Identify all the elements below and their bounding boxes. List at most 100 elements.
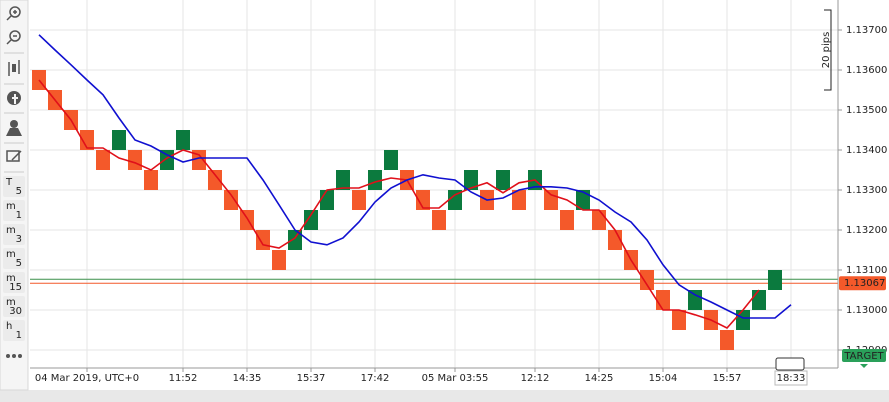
cursor-marker bbox=[775, 357, 805, 371]
zoom-out[interactable] bbox=[6, 30, 21, 45]
social-button[interactable] bbox=[7, 91, 21, 105]
brick bbox=[288, 230, 302, 250]
ruler bbox=[824, 9, 832, 91]
brick bbox=[464, 170, 478, 190]
timeframe-bg bbox=[3, 176, 25, 197]
x-tick-label: 11:52 bbox=[169, 373, 198, 384]
brick bbox=[320, 190, 334, 210]
profile-button[interactable] bbox=[6, 120, 22, 136]
more-button[interactable] bbox=[6, 354, 22, 358]
brick bbox=[192, 150, 206, 170]
timeframe-button[interactable]: m15 bbox=[3, 272, 25, 293]
timeframe-button[interactable]: m1 bbox=[3, 200, 25, 221]
timeframe-bg bbox=[3, 248, 25, 269]
brick bbox=[256, 230, 270, 250]
brick bbox=[576, 190, 590, 210]
timeframe-unit: m bbox=[6, 225, 16, 236]
brick bbox=[176, 130, 190, 150]
brick bbox=[560, 210, 574, 230]
x-tick-label: 15:37 bbox=[297, 373, 326, 384]
brick bbox=[448, 190, 462, 210]
x-tick-label: 05 Mar 03:55 bbox=[422, 373, 489, 384]
x-tick-label: 14:25 bbox=[585, 373, 614, 384]
timeframe-count: 5 bbox=[16, 258, 22, 269]
moving-average-line bbox=[38, 34, 792, 319]
brick bbox=[656, 290, 670, 310]
x-tick-label: 15:04 bbox=[649, 373, 678, 384]
brick bbox=[336, 170, 350, 190]
x-tick-label: 17:42 bbox=[361, 373, 390, 384]
brick bbox=[672, 310, 686, 330]
y-tick-label: 1.13000 bbox=[846, 305, 887, 316]
price-tag bbox=[839, 276, 886, 291]
timeframe-bg bbox=[3, 272, 25, 293]
y-tick-label: 1.13600 bbox=[846, 65, 887, 76]
timeframe-bg bbox=[3, 296, 25, 317]
x-tick-label: 12:12 bbox=[521, 373, 550, 384]
brick bbox=[432, 210, 446, 230]
brick bbox=[640, 270, 654, 290]
brick bbox=[416, 190, 430, 210]
brick bbox=[80, 130, 94, 150]
y-tick-label: 1.13100 bbox=[846, 265, 887, 276]
brick bbox=[160, 150, 174, 170]
timeframe-button[interactable]: m5 bbox=[3, 248, 25, 269]
plot bbox=[30, 0, 838, 368]
settings-button[interactable] bbox=[6, 150, 22, 162]
brick bbox=[720, 330, 734, 350]
timeframe-bg bbox=[3, 200, 25, 221]
brick bbox=[224, 190, 238, 210]
timeframe-bg bbox=[3, 320, 25, 341]
y-tick-label: 1.13200 bbox=[846, 225, 887, 236]
timeframe-button[interactable]: m3 bbox=[3, 224, 25, 245]
cursor-time-box bbox=[774, 370, 808, 386]
y-tick-label: 1.13400 bbox=[846, 145, 887, 156]
brick bbox=[368, 170, 382, 190]
x-tick-label: 14:35 bbox=[233, 373, 262, 384]
timeframe-button[interactable]: h1 bbox=[3, 320, 25, 341]
timeframe-unit: T bbox=[5, 177, 13, 188]
timeframe-count: 1 bbox=[16, 330, 22, 341]
timeframe-button[interactable]: m30 bbox=[3, 296, 25, 317]
y-tick-label: 1.13500 bbox=[846, 105, 887, 116]
x-axis-bg bbox=[30, 369, 838, 390]
indicator-button[interactable] bbox=[8, 60, 20, 76]
brick bbox=[208, 170, 222, 190]
x-tick-label: 04 Mar 2019, UTC+0 bbox=[35, 373, 139, 384]
timeframe-button[interactable]: T5 bbox=[3, 176, 25, 197]
timeframe-unit: m bbox=[6, 201, 16, 212]
timeframe-unit: m bbox=[6, 249, 16, 260]
brick bbox=[768, 270, 782, 290]
brick bbox=[592, 210, 606, 230]
y-tick-label: 1.13700 bbox=[846, 25, 887, 36]
footer-band bbox=[0, 390, 889, 402]
timeframe-count: 1 bbox=[16, 210, 22, 221]
zoom-in[interactable] bbox=[6, 6, 21, 21]
brick bbox=[384, 150, 398, 170]
brick bbox=[112, 130, 126, 150]
ruler-label: 20 pips bbox=[821, 32, 832, 69]
brick bbox=[688, 290, 702, 310]
timeframe-count: 5 bbox=[16, 186, 22, 197]
brick bbox=[128, 150, 142, 170]
timeframe-unit: m bbox=[6, 297, 16, 308]
brick bbox=[272, 250, 286, 270]
brick bbox=[512, 190, 526, 210]
moving-average-line bbox=[38, 79, 760, 329]
brick bbox=[352, 190, 366, 210]
brick bbox=[304, 210, 318, 230]
target-label: TARGET bbox=[843, 351, 884, 362]
timeframe-unit: m bbox=[6, 273, 16, 284]
brick bbox=[752, 290, 766, 310]
timeframe-count: 15 bbox=[9, 282, 22, 293]
price-tag-label: 1.13067 bbox=[844, 278, 885, 289]
y-tick-label: 1.13300 bbox=[846, 185, 887, 196]
brick bbox=[496, 170, 510, 190]
x-tick-label: 15:57 bbox=[713, 373, 742, 384]
timeframe-unit: h bbox=[6, 321, 12, 332]
timeframe-count: 3 bbox=[16, 234, 22, 245]
timeframe-bg bbox=[3, 224, 25, 245]
